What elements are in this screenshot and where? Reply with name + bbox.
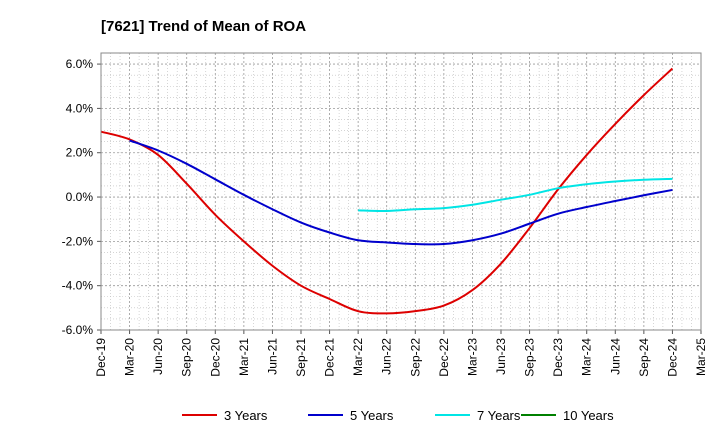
series-line-5-years — [129, 139, 673, 246]
legend-label: 5 Years — [350, 408, 394, 423]
x-tick-label: Dec-19 — [94, 338, 108, 377]
x-tick-label: Dec-20 — [208, 338, 222, 377]
x-tick-label: Jun-23 — [494, 338, 508, 375]
x-tick-label: Mar-21 — [237, 338, 251, 376]
x-tick-label: Mar-23 — [465, 338, 479, 376]
y-axis: 6.0% 4.0% 2.0% 0.0% -2.0% -4.0% -6.0% — [62, 57, 101, 337]
y-tick-label: 4.0% — [66, 101, 94, 115]
x-tick-label: Dec-21 — [323, 338, 337, 377]
plot-area — [100, 52, 702, 331]
x-tick-label: Dec-23 — [551, 338, 565, 377]
x-tick-label: Dec-22 — [437, 338, 451, 377]
x-tick-label: Sep-22 — [408, 338, 422, 377]
series-line-7-years — [358, 177, 673, 213]
y-tick-label: -2.0% — [62, 234, 94, 248]
x-tick-label: Sep-23 — [523, 338, 537, 377]
x-tick-label: Mar-25 — [694, 338, 708, 376]
x-tick-label: Mar-22 — [351, 338, 365, 376]
legend-label: 7 Years — [477, 408, 521, 423]
series-line-3-years — [100, 67, 674, 315]
y-tick-label: -4.0% — [62, 279, 94, 293]
x-tick-label: Dec-24 — [665, 338, 679, 377]
x-axis: Dec-19 Mar-20 Jun-20 Sep-20 Dec-20 Mar-21 Jun-… — [94, 330, 708, 377]
x-tick-label: Jun-21 — [265, 338, 279, 375]
x-tick-label: Sep-20 — [180, 338, 194, 377]
y-tick-label: -6.0% — [62, 323, 94, 337]
legend: 3 Years 5 Years 7 Years 10 Years — [182, 408, 614, 423]
legend-label: 10 Years — [563, 408, 614, 423]
y-tick-label: 0.0% — [66, 190, 94, 204]
x-tick-label: Sep-24 — [637, 338, 651, 377]
chart-title: [7621] Trend of Mean of ROA — [101, 18, 306, 35]
x-tick-label: Jun-22 — [380, 338, 394, 375]
y-tick-label: 6.0% — [66, 57, 94, 71]
y-tick-label: 2.0% — [66, 146, 94, 160]
legend-label: 3 Years — [224, 408, 268, 423]
x-tick-label: Jun-20 — [151, 338, 165, 375]
x-tick-label: Mar-20 — [123, 338, 137, 376]
x-tick-label: Mar-24 — [580, 338, 594, 376]
series-lines — [100, 67, 674, 315]
grid-lines — [100, 52, 702, 331]
x-tick-label: Jun-24 — [608, 338, 622, 375]
x-tick-label: Sep-21 — [294, 338, 308, 377]
